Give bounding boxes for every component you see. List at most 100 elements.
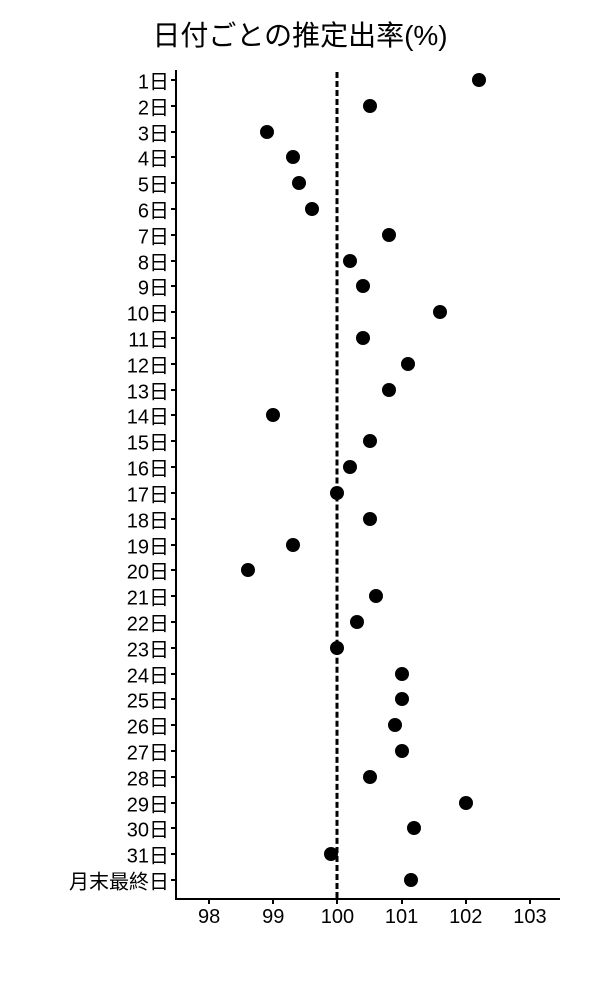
y-tick-mark [171, 595, 177, 597]
data-point [292, 176, 306, 190]
data-point [363, 434, 377, 448]
data-point [286, 150, 300, 164]
y-tick-mark [171, 673, 177, 675]
y-tick-mark [171, 182, 177, 184]
x-tick-mark [401, 898, 403, 904]
y-tick-mark [171, 208, 177, 210]
y-tick-mark [171, 234, 177, 236]
y-tick-label: 22日 [127, 607, 169, 636]
y-tick-mark [171, 879, 177, 881]
y-tick-mark [171, 466, 177, 468]
y-tick-label: 17日 [127, 478, 169, 507]
data-point [324, 847, 338, 861]
x-tick-mark [272, 898, 274, 904]
y-tick-label: 18日 [127, 504, 169, 533]
y-tick-label: 29日 [127, 788, 169, 817]
y-tick-mark [171, 647, 177, 649]
y-tick-mark [171, 260, 177, 262]
x-tick-label: 102 [449, 906, 482, 929]
y-tick-label: 30日 [127, 814, 169, 843]
y-tick-mark [171, 79, 177, 81]
y-tick-label: 21日 [127, 582, 169, 611]
y-tick-label: 5日 [138, 169, 169, 198]
data-point [395, 692, 409, 706]
x-tick-label: 99 [262, 906, 284, 929]
y-tick-mark [171, 621, 177, 623]
y-tick-label: 13日 [127, 375, 169, 404]
y-tick-mark [171, 440, 177, 442]
data-point [404, 873, 418, 887]
y-tick-label: 26日 [127, 711, 169, 740]
data-point [241, 563, 255, 577]
y-tick-label: 11日 [128, 324, 169, 353]
y-tick-mark [171, 750, 177, 752]
x-tick-mark [208, 898, 210, 904]
y-tick-mark [171, 544, 177, 546]
y-tick-label: 28日 [127, 762, 169, 791]
y-tick-label: 10日 [127, 298, 169, 327]
y-tick-label: 24日 [127, 659, 169, 688]
y-tick-mark [171, 105, 177, 107]
x-tick-label: 101 [385, 906, 418, 929]
y-tick-label: 20日 [127, 556, 169, 585]
chart-title: 日付ごとの推定出率(%) [0, 14, 600, 54]
y-tick-label: 7日 [138, 220, 169, 249]
data-point [459, 796, 473, 810]
y-tick-label: 25日 [127, 685, 169, 714]
data-point [343, 460, 357, 474]
y-tick-mark [171, 518, 177, 520]
y-tick-label: 14日 [127, 401, 169, 430]
y-tick-label: 1日 [138, 66, 169, 95]
data-point [395, 744, 409, 758]
data-point [260, 125, 274, 139]
data-point [388, 718, 402, 732]
x-tick-label: 100 [321, 906, 354, 929]
y-tick-label: 27日 [127, 736, 169, 765]
data-point [369, 589, 383, 603]
y-tick-mark [171, 389, 177, 391]
y-tick-mark [171, 698, 177, 700]
x-tick-mark [336, 898, 338, 904]
data-point [382, 228, 396, 242]
data-point [343, 254, 357, 268]
y-tick-mark [171, 131, 177, 133]
data-point [382, 383, 396, 397]
x-tick-label: 98 [198, 906, 220, 929]
data-point [401, 357, 415, 371]
y-tick-label: 19日 [127, 530, 169, 559]
data-point [286, 538, 300, 552]
y-tick-mark [171, 724, 177, 726]
y-tick-mark [171, 776, 177, 778]
y-tick-label: 31日 [127, 840, 169, 869]
data-point [363, 99, 377, 113]
y-tick-mark [171, 853, 177, 855]
data-point [330, 641, 344, 655]
x-tick-mark [465, 898, 467, 904]
y-tick-label: 2日 [138, 91, 169, 120]
y-tick-label: 3日 [138, 117, 169, 146]
y-tick-mark [171, 414, 177, 416]
y-tick-mark [171, 363, 177, 365]
y-tick-label: 月末最終日 [69, 866, 169, 895]
chart-container: 日付ごとの推定出率(%) 1日2日3日4日5日6日7日8日9日10日11日12日… [0, 0, 600, 1000]
x-tick-mark [529, 898, 531, 904]
y-tick-label: 8日 [138, 246, 169, 275]
data-point [266, 408, 280, 422]
y-tick-label: 16日 [127, 453, 169, 482]
data-point [305, 202, 319, 216]
data-point [363, 512, 377, 526]
data-point [350, 615, 364, 629]
plot-area: 1日2日3日4日5日6日7日8日9日10日11日12日13日14日15日16日1… [175, 70, 560, 900]
y-tick-mark [171, 156, 177, 158]
data-point [433, 305, 447, 319]
x-tick-label: 103 [513, 906, 546, 929]
y-tick-label: 15日 [127, 427, 169, 456]
y-tick-mark [171, 311, 177, 313]
y-tick-label: 23日 [127, 633, 169, 662]
data-point [363, 770, 377, 784]
y-tick-label: 6日 [138, 195, 169, 224]
data-point [356, 331, 370, 345]
y-tick-label: 4日 [138, 143, 169, 172]
y-tick-mark [171, 337, 177, 339]
y-tick-label: 9日 [138, 272, 169, 301]
